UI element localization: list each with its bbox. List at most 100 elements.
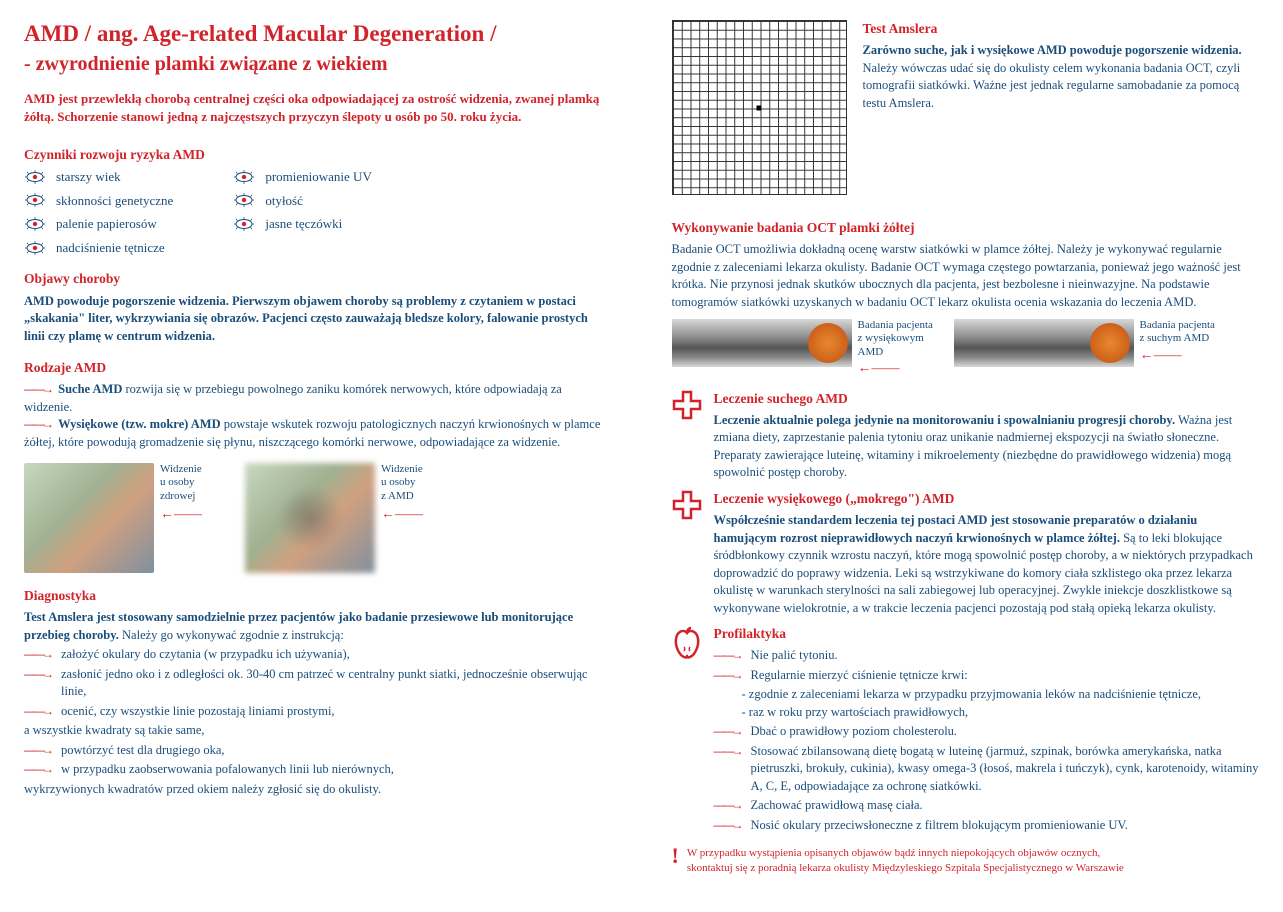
oct-caption-wet: Badania pacjenta z wysiękowym AMD←—— [858, 319, 938, 377]
medical-cross-icon [672, 390, 702, 420]
risk-item: starszy wiek [24, 168, 173, 186]
prof-item: ——→ Dbać o prawidłowy poziom cholesterolu… [714, 723, 1260, 741]
diag-step: ——→ ocenić, czy wszystkie linie pozostają… [24, 703, 612, 721]
oct-caption-dry: Badania pacjenta z suchym AMD←—— [1140, 319, 1220, 364]
arrow-icon: ——→ [24, 417, 51, 431]
diag-step-text: powtórzyć test dla drugiego oka, [61, 742, 225, 760]
footer-warning: ! W przypadku wystąpienia opisanych obja… [672, 846, 1260, 875]
eye-icon [24, 241, 46, 255]
arrow-icon: ——→ [714, 743, 741, 760]
eye-icon [24, 193, 46, 207]
arrow-icon: ——→ [24, 703, 51, 720]
title-line-1: AMD / ang. Age-related Macular Degenerat… [24, 21, 496, 46]
arrow-icon: ——→ [24, 666, 51, 683]
footer-line-1: W przypadku wystąpienia opisanych objawó… [687, 846, 1124, 860]
eye-icon [24, 217, 46, 231]
arrow-icon: ——→ [714, 647, 741, 664]
wet-heading: Leczenie wysiękowego („mokrego") AMD [714, 490, 1260, 508]
risk-label: jasne tęczówki [265, 215, 342, 233]
amsler-grid [672, 20, 847, 195]
oct-text: Badanie OCT umożliwia dokładną ocenę war… [672, 241, 1260, 311]
amsler-rest: Należy wówczas udać się do okulisty cele… [863, 61, 1241, 110]
amsler-section: Test Amslera Zarówno suche, jak i wysięk… [672, 20, 1260, 205]
wet-text: Współcześnie standardem leczenia tej pos… [714, 512, 1260, 617]
prof-item: ——→Zachować prawidłową masę ciała. [714, 797, 1260, 815]
caption-text: Widzenie u osoby zdrowej [160, 463, 202, 501]
risk-item: otyłość [233, 192, 372, 210]
risk-item: skłonności genetyczne [24, 192, 173, 210]
diag-step-text: zasłonić jedno oko i z odległości ok. 30… [61, 666, 612, 701]
oct-images: Badania pacjenta z wysiękowym AMD←—— Bad… [672, 319, 1260, 377]
vision-comparison: Widzenie u osoby zdrowej ←—— Widzenie u o… [24, 463, 612, 573]
types-heading: Rodzaje AMD [24, 359, 612, 377]
caption-healthy: Widzenie u osoby zdrowej ←—— [160, 463, 215, 523]
eye-icon [24, 170, 46, 184]
prof-items: ——→Nie palić tytoniu.——→Regularnie mierz… [714, 647, 1260, 834]
apple-icon [672, 625, 702, 659]
arrow-icon: ——→ [714, 723, 741, 740]
risk-label: nadciśnienie tętnicze [56, 239, 165, 257]
vision-healthy: Widzenie u osoby zdrowej ←—— [24, 463, 215, 573]
prof-heading: Profilaktyka [714, 625, 1260, 643]
footer-line-2: skontaktuj się z poradnią lekarza okulis… [687, 861, 1124, 875]
exclamation-icon: ! [672, 846, 679, 866]
title-line-2: - zwyrodnienie plamki związane z wiekiem [24, 53, 387, 75]
treatment-wet: Leczenie wysiękowego („mokrego") AMD Wsp… [672, 490, 1260, 617]
photo-healthy [24, 463, 154, 573]
prof-item-text: Regularnie mierzyć ciśnienie tętnicze kr… [751, 667, 968, 685]
prof-sub-item: - raz w roku przy wartościach prawidłowy… [742, 704, 1260, 722]
prof-item-text: Zachować prawidłową masę ciała. [751, 797, 923, 815]
prof-item-text: Nie palić tytoniu. [751, 647, 838, 665]
diag-step: ——→założyć okulary do czytania (w przypa… [24, 646, 612, 664]
diag-step-text: w przypadku zaobserwowania pofalowanych … [61, 761, 394, 779]
risk-item: jasne tęczówki [233, 215, 372, 233]
prof-item: ——→Regularnie mierzyć ciśnienie tętnicze… [714, 667, 1260, 685]
prof-item-text: Dbać o prawidłowy poziom cholesterolu. [751, 723, 958, 741]
oct-scan-dry [954, 319, 1134, 367]
risk-label: promieniowanie UV [265, 168, 372, 186]
diag-step: ——→w przypadku zaobserwowania pofalowany… [24, 761, 612, 779]
type-wet-bold: Wysiękowe (tzw. mokre) AMD [58, 417, 220, 431]
treatment-dry: Leczenie suchego AMD Leczenie aktualnie … [672, 390, 1260, 482]
diag-step: ——→ powtórzyć test dla drugiego oka, [24, 742, 612, 760]
risk-factors-grid: starszy wiek skłonności genetyczne palen… [24, 168, 612, 256]
type-wet: ——→ Wysiękowe (tzw. mokre) AMD powstaje … [24, 416, 612, 451]
arrow-left-icon: ←—— [160, 507, 215, 524]
dry-heading: Leczenie suchego AMD [714, 390, 1260, 408]
footer-text: W przypadku wystąpienia opisanych objawó… [687, 846, 1124, 875]
prof-item: ——→ Nie palić tytoniu. [714, 647, 1260, 665]
prof-item: ——→Stosować zbilansowaną dietę bogatą w … [714, 743, 1260, 796]
caption-text: Widzenie u osoby z AMD [381, 463, 423, 501]
risk-item: nadciśnienie tętnicze [24, 239, 173, 257]
type-dry: ——→ Suche AMD rozwija się w przebiegu po… [24, 381, 612, 416]
oct-cap-text: Badania pacjenta z suchym AMD [1140, 319, 1215, 344]
risk-col-2: promieniowanie UV otyłość jasne tęczówki [233, 168, 372, 256]
diag-intro: Test Amslera jest stosowany samodzielnie… [24, 609, 612, 644]
symptoms-heading: Objawy choroby [24, 270, 612, 288]
diag-heading: Diagnostyka [24, 587, 612, 605]
medical-cross-icon [672, 490, 702, 520]
caption-amd: Widzenie u osoby z AMD←—— [381, 463, 436, 523]
arrow-left-icon: ←—— [858, 361, 938, 378]
diag-step-text: ocenić, czy wszystkie linie pozostają li… [61, 703, 335, 721]
main-title: AMD / ang. Age-related Macular Degenerat… [24, 20, 612, 78]
eye-icon [233, 217, 255, 231]
amsler-bold: Zarówno suche, jak i wysiękowe AMD powod… [863, 43, 1242, 57]
oct-heading: Wykonywanie badania OCT plamki żółtej [672, 219, 1260, 237]
type-dry-bold: Suche AMD [58, 382, 122, 396]
arrow-icon: ——→ [714, 817, 741, 834]
risk-label: starszy wiek [56, 168, 121, 186]
dry-bold: Leczenie aktualnie polega jedynie na mon… [714, 413, 1176, 427]
diag-intro-rest: Należy go wykonywać zgodnie z instrukcją… [119, 628, 344, 642]
eye-icon [233, 170, 255, 184]
prof-item-text: Nosić okulary przeciwsłoneczne z filtrem… [751, 817, 1128, 835]
oct-scan-wet [672, 319, 852, 367]
risk-heading: Czynniki rozwoju ryzyka AMD [24, 146, 612, 164]
page-container: AMD / ang. Age-related Macular Degenerat… [24, 20, 1259, 875]
diag-step: ——→ zasłonić jedno oko i z odległości ok.… [24, 666, 612, 701]
prophylaxis: Profilaktyka ——→Nie palić tytoniu.——→Reg… [672, 625, 1260, 836]
oct-wet: Badania pacjenta z wysiękowym AMD←—— [672, 319, 938, 377]
arrow-icon: ——→ [24, 742, 51, 759]
oct-dry: Badania pacjenta z suchym AMD←—— [954, 319, 1220, 367]
diag-end: wykrzywionych kwadratów przed okiem nale… [24, 781, 612, 799]
